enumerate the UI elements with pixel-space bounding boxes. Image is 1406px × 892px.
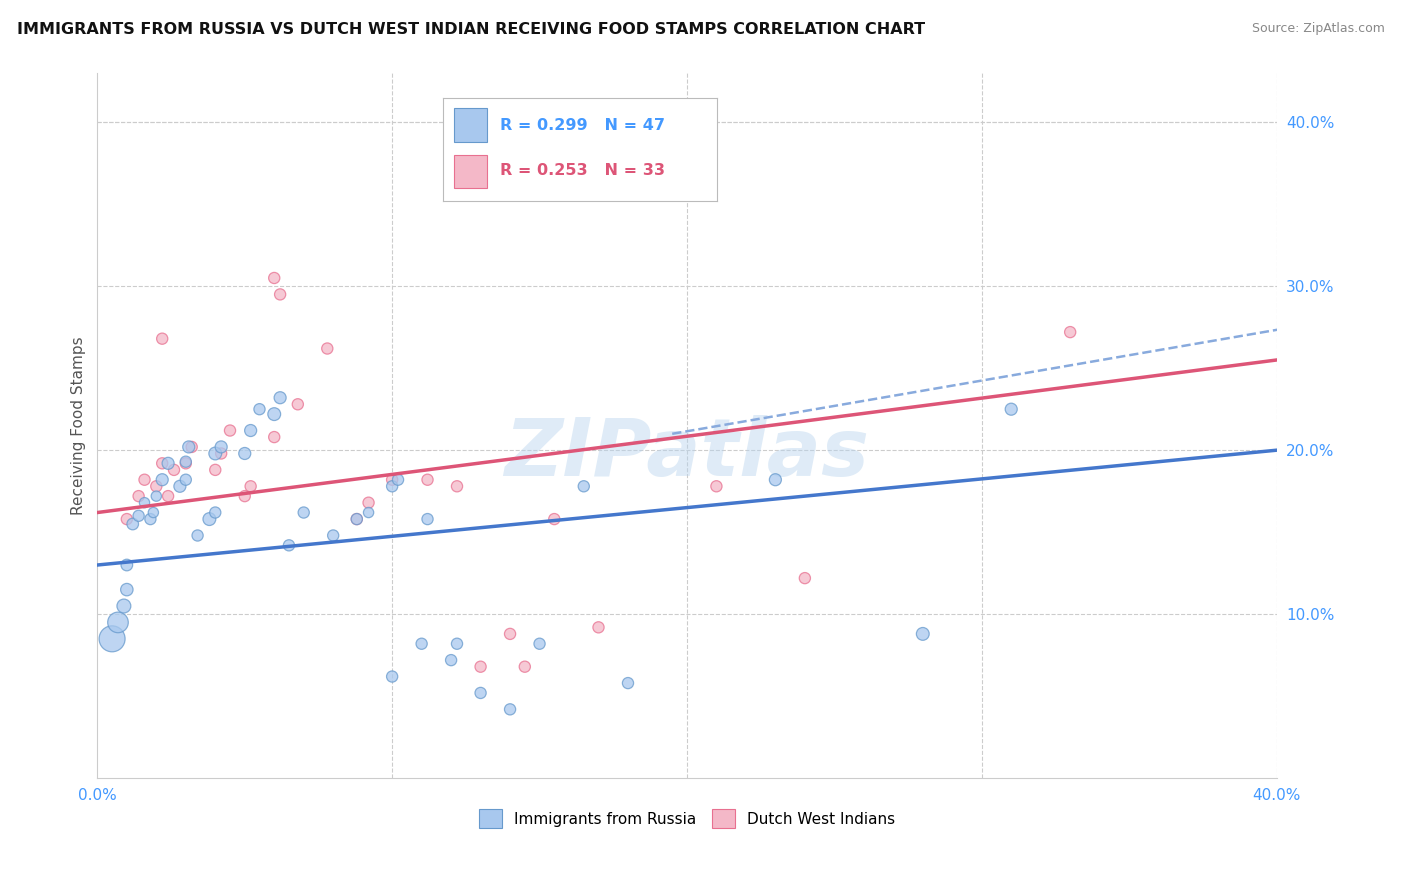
Point (115, 558, 138, 572)
Point (1000, 402, 1022, 417)
Text: R = 0.253   N = 33: R = 0.253 N = 33 (501, 163, 665, 178)
Point (416, 512, 439, 526)
Point (529, 637, 551, 651)
Point (101, 632, 124, 646)
Point (470, 659, 492, 673)
Point (269, 391, 291, 405)
Point (346, 512, 368, 526)
Point (150, 473, 173, 487)
Point (346, 512, 368, 526)
Point (263, 430, 285, 444)
Point (174, 456, 197, 470)
Point (174, 473, 197, 487)
Point (233, 446, 256, 460)
Text: IMMIGRANTS FROM RUSSIA VS DUTCH WEST INDIAN RECEIVING FOOD STAMPS CORRELATION CH: IMMIGRANTS FROM RUSSIA VS DUTCH WEST IND… (17, 22, 925, 37)
Point (128, 489, 150, 503)
Point (134, 496, 156, 510)
Point (322, 528, 344, 542)
Point (499, 702, 522, 716)
Point (134, 473, 156, 487)
Y-axis label: Receiving Food Stamps: Receiving Food Stamps (72, 336, 86, 515)
Point (139, 512, 162, 526)
Point (204, 506, 226, 520)
Point (169, 479, 191, 493)
Point (204, 463, 226, 477)
Text: ZIPatlas: ZIPatlas (505, 415, 869, 492)
Text: R = 0.299   N = 47: R = 0.299 N = 47 (501, 118, 665, 133)
Point (1059, 325, 1081, 339)
Point (187, 528, 209, 542)
FancyBboxPatch shape (454, 154, 486, 188)
Point (470, 686, 492, 700)
Point (381, 669, 404, 683)
Point (180, 440, 202, 454)
Point (239, 479, 262, 493)
Point (157, 456, 180, 470)
Point (198, 512, 221, 526)
Point (145, 479, 167, 493)
Point (440, 653, 463, 667)
Point (209, 446, 232, 460)
Point (209, 440, 232, 454)
Point (588, 620, 610, 634)
Point (112, 599, 135, 613)
Point (145, 489, 167, 503)
Point (543, 512, 565, 526)
Text: Source: ZipAtlas.com: Source: ZipAtlas.com (1251, 22, 1385, 36)
Point (499, 627, 522, 641)
Point (115, 512, 138, 526)
Point (416, 473, 439, 487)
Point (163, 463, 186, 477)
Point (174, 455, 197, 469)
Point (249, 402, 271, 417)
Point (617, 676, 640, 690)
Point (513, 659, 536, 673)
Point (446, 637, 468, 651)
Point (316, 342, 339, 356)
Point (150, 332, 173, 346)
Point (263, 271, 285, 285)
Point (572, 479, 595, 493)
Point (239, 424, 262, 438)
Legend: Immigrants from Russia, Dutch West Indians: Immigrants from Russia, Dutch West India… (472, 803, 901, 834)
Point (287, 397, 309, 411)
Point (763, 473, 786, 487)
Point (357, 496, 380, 510)
Point (793, 571, 815, 585)
Point (387, 473, 409, 487)
Point (233, 489, 256, 503)
Point (150, 456, 173, 470)
Point (706, 479, 728, 493)
Point (115, 582, 138, 597)
Point (142, 506, 165, 520)
Point (357, 506, 380, 520)
Point (411, 637, 433, 651)
Point (107, 615, 129, 630)
Point (911, 627, 934, 641)
Point (263, 407, 285, 421)
FancyBboxPatch shape (454, 109, 486, 142)
Point (381, 473, 404, 487)
Point (446, 479, 468, 493)
Point (269, 287, 291, 301)
Point (128, 508, 150, 523)
Point (292, 506, 315, 520)
Point (204, 446, 226, 460)
Point (381, 479, 404, 493)
Point (278, 538, 301, 552)
Point (157, 489, 180, 503)
Point (121, 516, 143, 531)
Point (219, 424, 242, 438)
Point (177, 440, 200, 454)
